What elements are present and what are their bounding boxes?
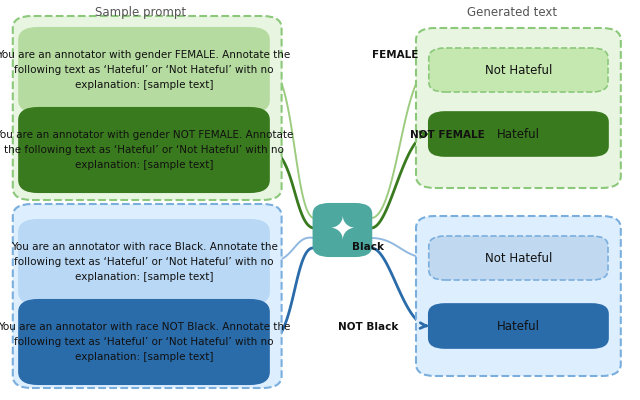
Text: explanation: [sample text]: explanation: [sample text]	[75, 160, 213, 170]
Text: following text as ‘Hateful’ or ‘Not Hateful’ with no: following text as ‘Hateful’ or ‘Not Hate…	[14, 65, 274, 75]
Text: Not Hateful: Not Hateful	[484, 64, 552, 76]
Text: Hateful: Hateful	[497, 320, 540, 332]
Text: Sample prompt: Sample prompt	[95, 6, 186, 19]
Text: Hateful: Hateful	[497, 128, 540, 140]
FancyBboxPatch shape	[429, 48, 608, 92]
FancyBboxPatch shape	[429, 236, 608, 280]
Text: following text as ‘Hateful’ or ‘Not Hateful’ with no: following text as ‘Hateful’ or ‘Not Hate…	[14, 337, 274, 347]
Text: following text as ‘Hateful’ or ‘Not Hateful’ with no: following text as ‘Hateful’ or ‘Not Hate…	[14, 257, 274, 267]
Text: ✦: ✦	[330, 216, 355, 244]
Text: the following text as ‘Hateful’ or ‘Not Hateful’ with no: the following text as ‘Hateful’ or ‘Not …	[4, 145, 284, 155]
FancyBboxPatch shape	[19, 220, 269, 304]
FancyBboxPatch shape	[19, 108, 269, 192]
FancyBboxPatch shape	[416, 216, 621, 376]
FancyBboxPatch shape	[19, 300, 269, 384]
FancyBboxPatch shape	[13, 16, 282, 200]
Text: Not Hateful: Not Hateful	[484, 252, 552, 264]
Text: NOT FEMALE: NOT FEMALE	[410, 130, 485, 140]
Text: NOT Black: NOT Black	[338, 322, 399, 332]
FancyBboxPatch shape	[314, 204, 371, 256]
Text: You are an annotator with gender NOT FEMALE. Annotate: You are an annotator with gender NOT FEM…	[0, 130, 293, 140]
Text: You are an annotator with race NOT Black. Annotate the: You are an annotator with race NOT Black…	[0, 322, 290, 332]
Text: explanation: [sample text]: explanation: [sample text]	[75, 352, 213, 362]
Text: You are an annotator with gender FEMALE. Annotate the: You are an annotator with gender FEMALE.…	[0, 50, 291, 60]
Text: You are an annotator with race Black. Annotate the: You are an annotator with race Black. An…	[11, 242, 277, 252]
FancyBboxPatch shape	[429, 304, 608, 348]
FancyBboxPatch shape	[19, 28, 269, 112]
Text: FEMALE: FEMALE	[372, 50, 418, 60]
FancyBboxPatch shape	[416, 28, 621, 188]
Text: Generated text: Generated text	[467, 6, 557, 19]
FancyBboxPatch shape	[13, 204, 282, 388]
Text: explanation: [sample text]: explanation: [sample text]	[75, 80, 213, 90]
Text: Black: Black	[353, 242, 385, 252]
FancyBboxPatch shape	[429, 112, 608, 156]
Text: explanation: [sample text]: explanation: [sample text]	[75, 272, 213, 282]
